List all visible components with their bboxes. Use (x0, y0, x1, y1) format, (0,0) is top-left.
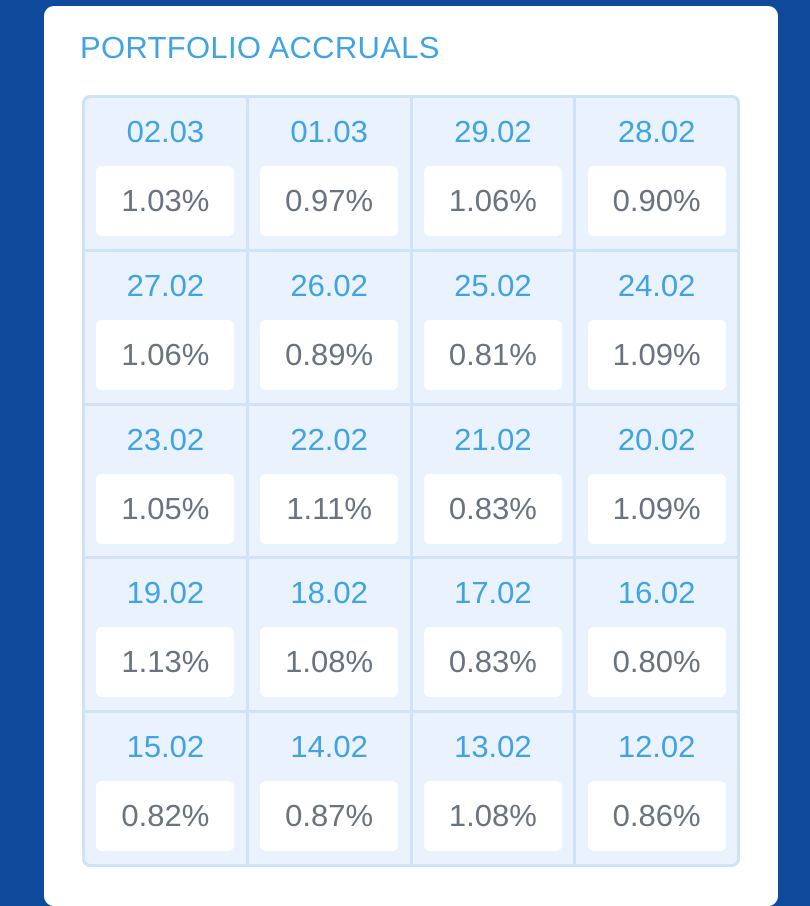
accrual-cell: 22.02 1.11% (248, 405, 410, 557)
accrual-date: 22.02 (290, 421, 368, 457)
accrual-date: 20.02 (617, 421, 696, 457)
accrual-cell: 19.02 1.13% (85, 559, 246, 711)
accrual-date: 13.02 (454, 729, 532, 765)
accrual-value: 0.89% (260, 319, 399, 390)
accrual-cell: 01.03 0.97% (248, 98, 410, 249)
accrual-value: 1.13% (96, 627, 235, 698)
accrual-value: 1.09% (587, 319, 726, 390)
accrual-date: 21.02 (454, 421, 532, 457)
accrual-date: 28.02 (617, 114, 696, 149)
accrual-cell: 17.02 0.83% (412, 559, 574, 711)
accrual-value: 1.08% (423, 781, 562, 852)
accrual-date: 02.03 (126, 114, 205, 149)
accrual-date: 18.02 (290, 575, 368, 611)
accrual-cell: 18.02 1.08% (248, 559, 410, 711)
accrual-cell: 12.02 0.86% (576, 713, 737, 864)
accrual-value: 0.82% (96, 781, 235, 852)
card-title: PORTFOLIO ACCRUALS (80, 30, 440, 65)
accrual-date: 15.02 (126, 729, 205, 765)
accrual-cell: 28.02 0.90% (576, 98, 737, 249)
accrual-date: 14.02 (290, 729, 368, 765)
accrual-cell: 15.02 0.82% (85, 713, 246, 864)
portfolio-accruals-card: PORTFOLIO ACCRUALS 02.03 1.03% 01.03 0.97% 2… (44, 6, 778, 906)
accrual-value: 0.97% (260, 166, 399, 236)
accrual-cell: 02.03 1.03% (85, 98, 246, 249)
accrual-value: 0.80% (587, 627, 726, 698)
accrual-date: 12.02 (617, 729, 696, 765)
accrual-value: 1.06% (96, 319, 235, 390)
accrual-value: 0.90% (587, 166, 726, 236)
accrual-cell: 23.02 1.05% (85, 405, 246, 557)
accrual-value: 1.06% (423, 166, 562, 236)
accrual-value: 0.87% (260, 781, 399, 852)
accrual-value: 1.03% (96, 166, 235, 236)
accrual-date: 24.02 (617, 267, 696, 303)
accrual-cell: 16.02 0.80% (576, 559, 737, 711)
accrual-cell: 25.02 0.81% (412, 251, 574, 403)
accrual-cell: 14.02 0.87% (248, 713, 410, 864)
accrual-value: 0.81% (423, 319, 562, 390)
accrual-date: 25.02 (454, 267, 532, 303)
accrual-date: 19.02 (126, 575, 205, 611)
accrual-value: 1.08% (260, 627, 399, 698)
accrual-date: 01.03 (290, 114, 368, 149)
accruals-grid: 02.03 1.03% 01.03 0.97% 29.02 1.06% 28.02 0.90%… (82, 95, 740, 867)
accrual-cell: 20.02 1.09% (576, 405, 737, 557)
accrual-cell: 24.02 1.09% (576, 251, 737, 403)
accrual-value: 0.86% (587, 781, 726, 852)
accrual-date: 26.02 (290, 267, 368, 303)
accrual-date: 17.02 (454, 575, 532, 611)
accrual-value: 1.05% (96, 473, 235, 544)
accrual-cell: 21.02 0.83% (412, 405, 574, 557)
accrual-date: 16.02 (617, 575, 696, 611)
accrual-value: 1.11% (260, 473, 399, 544)
accrual-value: 0.83% (423, 627, 562, 698)
accrual-cell: 29.02 1.06% (412, 98, 574, 249)
accrual-date: 27.02 (126, 267, 205, 303)
accrual-cell: 27.02 1.06% (85, 251, 246, 403)
accrual-date: 23.02 (126, 421, 205, 457)
accrual-date: 29.02 (454, 114, 532, 149)
accrual-cell: 13.02 1.08% (412, 713, 574, 864)
accrual-value: 1.09% (587, 473, 726, 544)
accrual-cell: 26.02 0.89% (248, 251, 410, 403)
accrual-value: 0.83% (423, 473, 562, 544)
